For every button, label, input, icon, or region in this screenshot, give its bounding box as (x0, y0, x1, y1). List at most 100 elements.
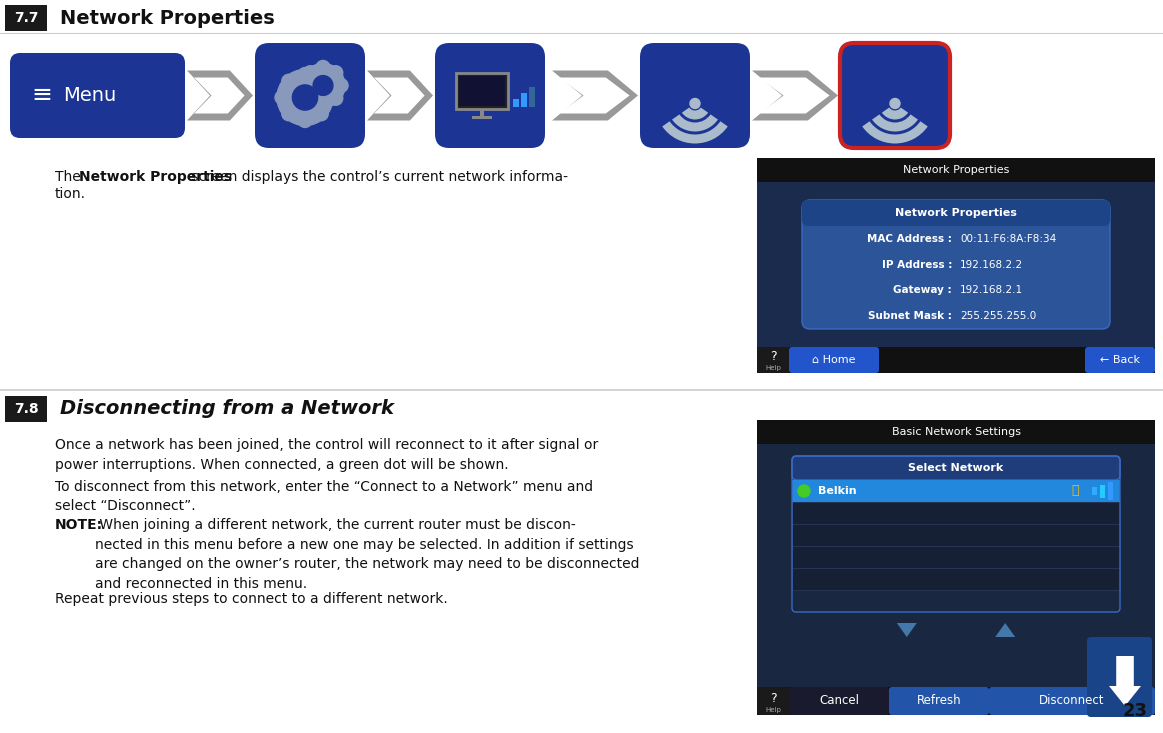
Circle shape (316, 60, 330, 75)
Wedge shape (882, 108, 908, 119)
Bar (1108, 482, 1113, 500)
Circle shape (274, 90, 290, 105)
Text: Network Properties: Network Properties (60, 9, 274, 28)
Bar (757, 182, 1155, 347)
Circle shape (316, 97, 330, 111)
Text: To disconnect from this network, enter the “Connect to a Network” menu and
selec: To disconnect from this network, enter t… (55, 480, 593, 514)
Bar (521, 92, 527, 106)
Circle shape (304, 91, 317, 106)
FancyBboxPatch shape (802, 200, 1110, 329)
Wedge shape (872, 114, 918, 131)
Circle shape (314, 74, 328, 88)
Wedge shape (662, 121, 728, 144)
Text: ≡: ≡ (31, 84, 52, 108)
Text: MAC Address :: MAC Address : (868, 234, 952, 244)
Text: ?: ? (770, 691, 777, 704)
Circle shape (314, 107, 328, 121)
FancyBboxPatch shape (989, 687, 1155, 715)
Polygon shape (759, 78, 829, 114)
Text: Basic Network Settings: Basic Network Settings (892, 427, 1020, 437)
Text: Network Properties: Network Properties (79, 170, 233, 184)
Wedge shape (682, 108, 708, 119)
Text: Network Properties: Network Properties (902, 165, 1009, 175)
FancyBboxPatch shape (757, 158, 1155, 373)
Text: ← Back: ← Back (1100, 355, 1140, 365)
Text: 192.168.2.2: 192.168.2.2 (959, 259, 1023, 270)
Text: ⌂ Home: ⌂ Home (812, 355, 856, 365)
Circle shape (313, 75, 333, 95)
Polygon shape (996, 623, 1015, 637)
FancyBboxPatch shape (792, 456, 1120, 480)
Polygon shape (194, 78, 244, 114)
Circle shape (329, 66, 343, 80)
Circle shape (798, 485, 809, 497)
FancyBboxPatch shape (802, 200, 1110, 226)
Circle shape (298, 114, 312, 128)
Polygon shape (752, 70, 839, 120)
FancyBboxPatch shape (840, 43, 950, 148)
Bar (5, 5, 47, 31)
Text: When joining a different network, the current router must be discon-
nected in t: When joining a different network, the cu… (95, 518, 640, 591)
Text: Repeat previous steps to connect to a different network.: Repeat previous steps to connect to a di… (55, 592, 448, 606)
Text: Refresh: Refresh (916, 694, 962, 707)
Text: tion.: tion. (55, 187, 86, 201)
Text: Disconnecting from a Network: Disconnecting from a Network (60, 399, 394, 419)
Circle shape (329, 91, 343, 106)
Bar (792, 568, 1120, 590)
FancyBboxPatch shape (10, 53, 185, 138)
Bar (757, 158, 1155, 182)
Circle shape (690, 98, 700, 108)
Polygon shape (187, 70, 254, 120)
Polygon shape (897, 623, 916, 637)
Text: ?: ? (770, 350, 777, 364)
FancyBboxPatch shape (789, 687, 889, 715)
Polygon shape (559, 78, 629, 114)
Bar (792, 502, 1120, 524)
Bar (1092, 487, 1097, 495)
Bar (529, 86, 535, 106)
Text: Once a network has been joined, the control will reconnect to it after signal or: Once a network has been joined, the cont… (55, 438, 598, 471)
Bar (459, 75, 505, 106)
FancyBboxPatch shape (792, 480, 1120, 502)
Bar (513, 98, 519, 106)
Wedge shape (672, 114, 718, 131)
Text: screen displays the control’s current network informa-: screen displays the control’s current ne… (187, 170, 568, 184)
Text: Subnet Mask :: Subnet Mask : (868, 311, 952, 321)
Bar (1100, 485, 1105, 498)
FancyBboxPatch shape (255, 43, 365, 148)
Text: 255.255.255.0: 255.255.255.0 (959, 311, 1036, 321)
Text: Gateway :: Gateway : (893, 285, 952, 295)
Text: Belkin: Belkin (818, 486, 857, 496)
Circle shape (277, 70, 333, 125)
Text: NOTE:: NOTE: (55, 518, 104, 532)
Bar (757, 347, 1155, 373)
Circle shape (281, 74, 295, 88)
Bar (757, 347, 789, 373)
Text: Help: Help (765, 707, 780, 713)
Bar (757, 687, 1155, 715)
Text: Help: Help (765, 365, 780, 371)
Circle shape (304, 66, 317, 80)
Polygon shape (374, 78, 424, 114)
Text: Network Properties: Network Properties (896, 208, 1016, 218)
Text: 192.168.2.1: 192.168.2.1 (959, 285, 1023, 295)
FancyBboxPatch shape (640, 43, 750, 148)
Text: 00:11:F6:8A:F8:34: 00:11:F6:8A:F8:34 (959, 234, 1056, 244)
Text: Select Network: Select Network (908, 463, 1004, 473)
Bar (792, 546, 1120, 568)
Text: IP Address :: IP Address : (882, 259, 952, 270)
Circle shape (292, 85, 317, 110)
Bar (757, 687, 789, 715)
Text: 7.7: 7.7 (14, 11, 38, 25)
Bar (757, 444, 1155, 687)
Bar (456, 73, 508, 108)
Text: 7.8: 7.8 (14, 402, 38, 416)
Bar (5, 396, 47, 422)
Polygon shape (552, 70, 638, 120)
FancyBboxPatch shape (1085, 347, 1155, 373)
FancyBboxPatch shape (789, 347, 879, 373)
Bar (472, 116, 492, 119)
Text: Menu: Menu (63, 86, 116, 105)
Circle shape (298, 67, 312, 81)
Text: Cancel: Cancel (819, 694, 859, 707)
